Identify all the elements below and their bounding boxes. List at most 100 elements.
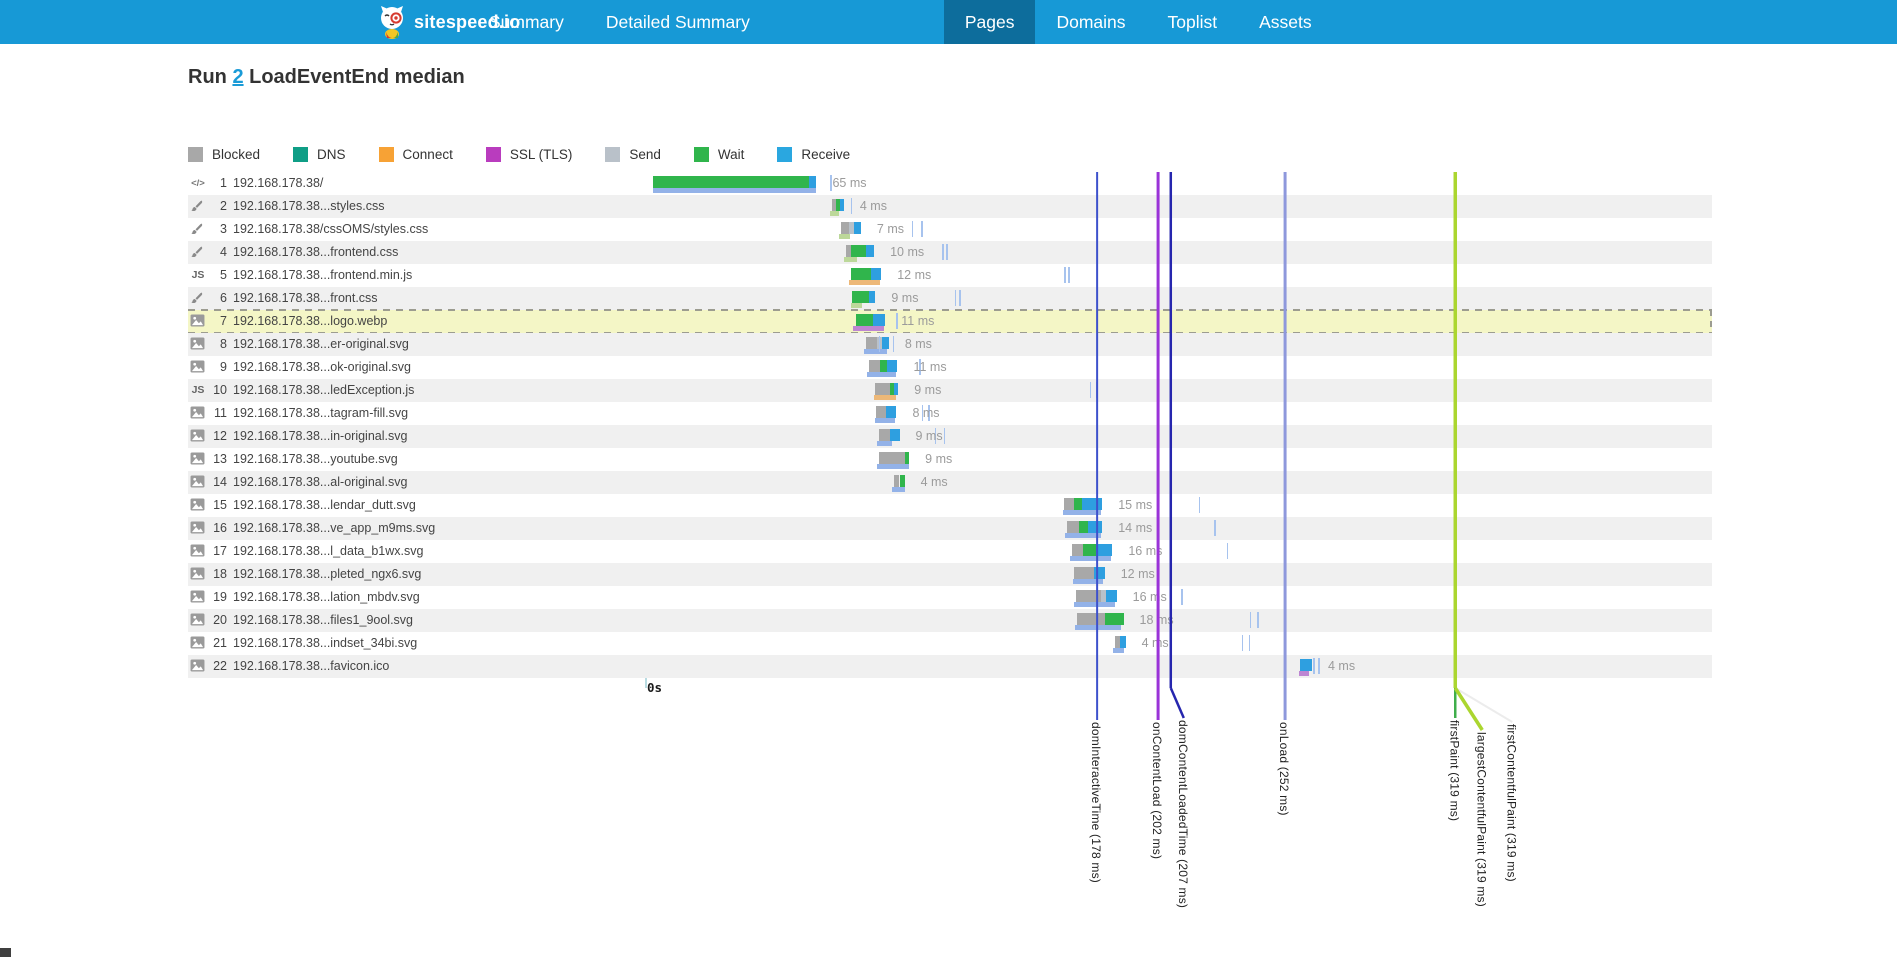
request-index: 12 bbox=[213, 429, 227, 443]
brand[interactable]: sitespeed.io bbox=[378, 0, 520, 44]
request-url: 192.168.178.38...l_data_b1wx.svg bbox=[233, 544, 424, 558]
legend-label: Connect bbox=[402, 147, 453, 162]
title-prefix: Run bbox=[188, 66, 233, 88]
event-tick bbox=[1226, 543, 1229, 559]
request-index: 11 bbox=[214, 406, 227, 420]
phase-wait-bar bbox=[836, 198, 841, 211]
request-row-22[interactable]: 22 192.168.178.38...favicon.ico 4 ms bbox=[188, 655, 1712, 678]
request-substrip bbox=[853, 326, 884, 331]
event-tick bbox=[919, 359, 921, 375]
phase-send-bar bbox=[1100, 589, 1106, 602]
nav-item-domains[interactable]: Domains bbox=[1056, 11, 1126, 32]
request-row-11[interactable]: 11 192.168.178.38...tagram-fill.svg 8 ms bbox=[188, 402, 1712, 425]
js-file-icon: JS bbox=[191, 269, 205, 281]
phase-wait-bar bbox=[855, 313, 873, 326]
phase-blocked-bar bbox=[1114, 635, 1120, 648]
image-file-icon bbox=[190, 337, 206, 352]
request-row-7[interactable]: 7 192.168.178.38...logo.webp 11 ms bbox=[188, 309, 1712, 334]
request-index: 20 bbox=[213, 613, 227, 627]
request-duration-label: 4 ms bbox=[920, 475, 948, 489]
phase-wait-bar bbox=[1083, 543, 1097, 556]
request-duration-label: 12 ms bbox=[897, 268, 932, 282]
request-url: 192.168.178.38...ve_app_m9ms.svg bbox=[233, 521, 436, 535]
request-row-9[interactable]: 9 192.168.178.38...ok-original.svg 11 ms bbox=[188, 356, 1712, 379]
phase-blocked-bar bbox=[1076, 612, 1105, 625]
nav-item-pages[interactable]: Pages bbox=[943, 0, 1036, 44]
legend-swatch-ssl-tls--icon bbox=[485, 147, 501, 162]
request-row-3[interactable]: 3 192.168.178.38/cssOMS/styles.css 7 ms bbox=[188, 218, 1712, 241]
image-file-icon bbox=[190, 475, 206, 490]
nav-item-summary[interactable]: Summary bbox=[489, 11, 564, 32]
request-row-5[interactable]: JS 5 192.168.178.38...frontend.min.js 12 ms bbox=[188, 264, 1712, 287]
request-row-15[interactable]: 15 192.168.178.38...lendar_dutt.svg 15 ms bbox=[188, 494, 1712, 517]
request-row-12[interactable]: 12 192.168.178.38...in-original.svg 9 ms bbox=[188, 425, 1712, 448]
request-substrip bbox=[850, 303, 862, 308]
request-duration-label: 16 ms bbox=[1132, 590, 1167, 604]
phase-blocked-bar bbox=[1066, 520, 1080, 533]
request-url: 192.168.178.38...styles.css bbox=[233, 199, 385, 213]
legend-item-receive: Receive bbox=[777, 147, 850, 162]
request-index: 21 bbox=[213, 636, 227, 650]
request-duration-label: 8 ms bbox=[904, 337, 932, 351]
nav-item-detailed-summary[interactable]: Detailed Summary bbox=[605, 11, 750, 32]
request-row-20[interactable]: 20 192.168.178.38...files1_9ool.svg 18 ms bbox=[188, 609, 1712, 632]
phase-receive-bar bbox=[890, 428, 900, 441]
request-url: 192.168.178.38...favicon.ico bbox=[233, 659, 390, 673]
axis-origin-label: 0s bbox=[647, 680, 663, 695]
request-row-8[interactable]: 8 192.168.178.38...er-original.svg 8 ms bbox=[188, 333, 1712, 356]
image-file-icon bbox=[190, 567, 206, 582]
event-tick bbox=[958, 290, 961, 306]
event-tick bbox=[943, 428, 946, 444]
phase-receive-bar bbox=[894, 382, 899, 395]
nav-item-toplist[interactable]: Toplist bbox=[1167, 11, 1218, 32]
request-row-2[interactable]: 2 192.168.178.38...styles.css 4 ms bbox=[188, 195, 1712, 218]
event-tick bbox=[1064, 267, 1066, 283]
event-tick bbox=[911, 221, 914, 237]
top-nav-bar: sitespeed.io Summary Detailed Summary Page… bbox=[0, 0, 1897, 44]
phase-receive-bar bbox=[887, 359, 898, 372]
request-row-18[interactable]: 18 192.168.178.38...pleted_ngx6.svg 12 ms bbox=[188, 563, 1712, 586]
request-row-17[interactable]: 17 192.168.178.38...l_data_b1wx.svg 16 ms bbox=[188, 540, 1712, 563]
request-index: 1 bbox=[220, 176, 227, 190]
request-row-6[interactable]: 6 192.168.178.38...front.css 9 ms bbox=[188, 287, 1712, 310]
image-file-icon bbox=[190, 360, 206, 375]
legend-swatch-blocked-icon bbox=[188, 147, 203, 162]
request-substrip bbox=[1072, 579, 1104, 584]
request-index: 22 bbox=[213, 659, 227, 673]
phase-wait-bar bbox=[852, 290, 869, 303]
request-url: 192.168.178.38...ledException.js bbox=[233, 383, 415, 397]
event-tick bbox=[1318, 658, 1320, 674]
sitespeedio-logo-icon bbox=[378, 4, 408, 40]
run-number-link[interactable]: 2 bbox=[232, 66, 244, 88]
phase-wait-bar bbox=[890, 382, 895, 395]
request-substrip bbox=[1062, 510, 1101, 515]
request-url: 192.168.178.38...files1_9ool.svg bbox=[233, 613, 413, 627]
legend-item-ssl-tls-: SSL (TLS) bbox=[485, 147, 572, 162]
request-duration-label: 4 ms bbox=[1328, 659, 1356, 673]
request-row-19[interactable]: 19 192.168.178.38...lation_mbdv.svg 16 ms bbox=[188, 586, 1712, 609]
event-tick bbox=[1096, 382, 1098, 398]
request-row-1[interactable]: </> 1 192.168.178.38/65 ms bbox=[188, 172, 1712, 195]
phase-blocked-bar bbox=[876, 405, 887, 418]
request-row-4[interactable]: 4 192.168.178.38...frontend.css 10 ms bbox=[188, 241, 1712, 264]
request-url: 192.168.178.38...logo.webp bbox=[233, 314, 388, 328]
request-url: 192.168.178.38...lation_mbdv.svg bbox=[233, 590, 420, 604]
phase-receive-bar bbox=[1093, 566, 1105, 579]
request-index: 5 bbox=[220, 268, 227, 282]
phase-receive-bar bbox=[868, 290, 876, 303]
waterfall-legend: Blocked DNS Connect SSL (TLS) Send Wait Receiv… bbox=[188, 147, 883, 162]
request-index: 14 bbox=[213, 475, 227, 489]
request-index: 15 bbox=[213, 498, 227, 512]
nav-item-assets[interactable]: Assets bbox=[1259, 11, 1312, 32]
request-index: 19 bbox=[213, 590, 227, 604]
phase-wait-bar bbox=[652, 175, 809, 188]
request-row-10[interactable]: JS 10 192.168.178.38...ledException.js 9 ms bbox=[188, 379, 1712, 402]
css-file-icon bbox=[190, 199, 206, 214]
phase-blocked-bar bbox=[878, 451, 906, 464]
request-row-21[interactable]: 21 192.168.178.38...indset_34bi.svg 4 ms bbox=[188, 632, 1712, 655]
phase-blocked-bar bbox=[878, 428, 891, 441]
request-row-14[interactable]: 14 192.168.178.38...al-original.svg 4 ms bbox=[188, 471, 1712, 494]
request-row-16[interactable]: 16 192.168.178.38...ve_app_m9ms.svg 14 ms bbox=[188, 517, 1712, 540]
request-row-13[interactable]: 13 192.168.178.38...youtube.svg 9 ms bbox=[188, 448, 1712, 471]
